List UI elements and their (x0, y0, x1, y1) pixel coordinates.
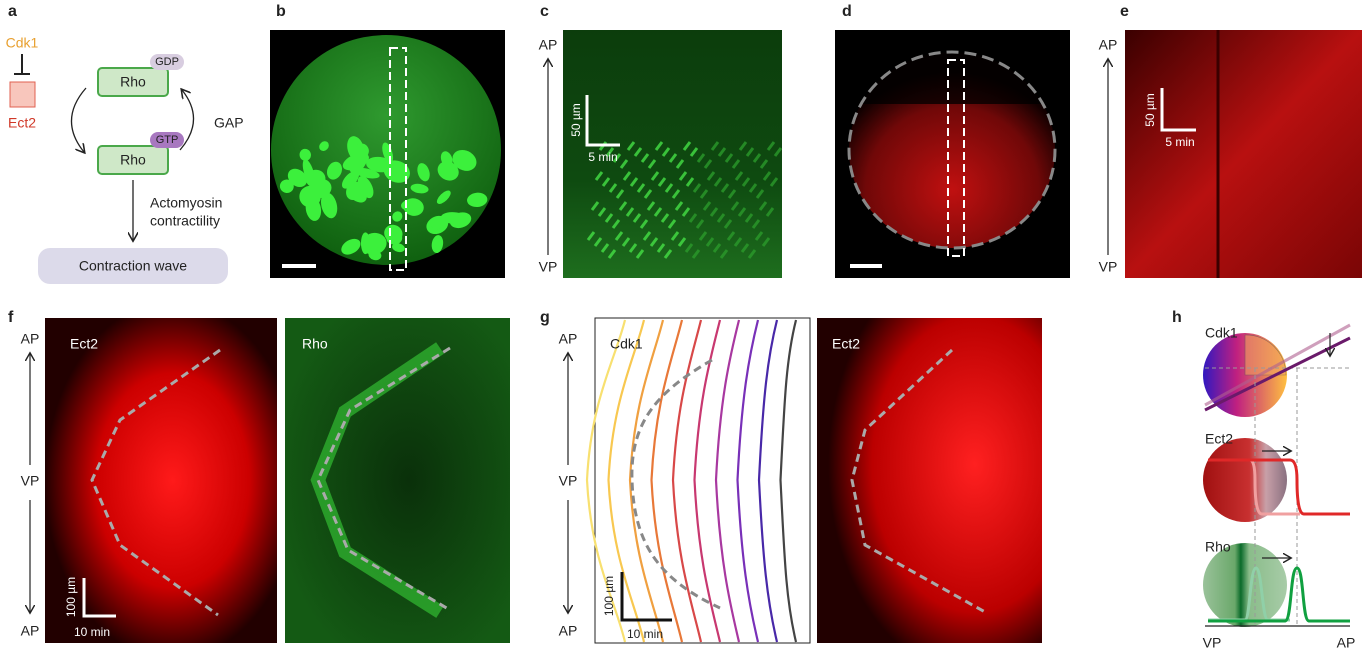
panel-label: a (8, 3, 17, 20)
axis-label: VP (21, 473, 40, 489)
axis-label: AP (1337, 635, 1356, 651)
tag-label: GDP (155, 56, 179, 68)
scale-y-label: 50 µm (1143, 93, 1157, 127)
target-label: Ect2 (8, 115, 36, 131)
axis-label: AP (1099, 37, 1118, 53)
axis-label: AP (539, 37, 558, 53)
axis-label: VP (539, 259, 558, 275)
axis-label: AP (559, 331, 578, 347)
scale-y-label: 50 µm (569, 103, 583, 137)
panel-label: f (8, 309, 14, 326)
row-label: Ect2 (1205, 431, 1233, 447)
image-title: Ect2 (832, 336, 860, 352)
panel-label: e (1120, 3, 1129, 20)
panel-label: g (540, 309, 550, 326)
figure: a Cdk1 Ect2 Rho GDP Rho GTP GAP Actomyos… (0, 0, 1362, 655)
axis-label: AP (21, 331, 40, 347)
row-label: Cdk1 (1205, 325, 1238, 341)
inhibitor-label: Cdk1 (6, 35, 39, 51)
arrow-label: Actomyosin (150, 195, 222, 211)
scale-y-label: 100 µm (602, 576, 616, 616)
panel-label: b (276, 3, 286, 20)
axis-label: VP (559, 473, 578, 489)
contour-frame (595, 318, 810, 643)
node-label: Rho (120, 74, 146, 90)
row-label: Rho (1205, 539, 1231, 555)
axis-label: AP (559, 623, 578, 639)
image-title: Rho (302, 336, 328, 352)
arrow-label: contractility (150, 213, 220, 229)
scale-x-label: 5 min (588, 150, 617, 164)
scale-x-label: 10 min (74, 625, 110, 639)
scale-x-label: 5 min (1165, 135, 1194, 149)
node-label: Rho (120, 152, 146, 168)
axis-label: VP (1203, 635, 1222, 651)
scale-x-label: 10 min (627, 627, 663, 641)
output-label: Contraction wave (79, 258, 187, 274)
image-title: Cdk1 (610, 336, 643, 352)
image-title: Ect2 (70, 336, 98, 352)
axis-label: AP (21, 623, 40, 639)
scale-y-label: 100 µm (64, 577, 78, 617)
panel-label: h (1172, 309, 1182, 326)
rho-sphere (1203, 543, 1287, 627)
activation-arrow (71, 88, 86, 152)
kymograph-image (1125, 30, 1362, 278)
axis-label: VP (1099, 259, 1118, 275)
ect2-kymograph (45, 318, 277, 643)
panel-label: c (540, 3, 549, 20)
ect2-box (10, 82, 35, 107)
sphere-cutaway (1245, 335, 1286, 375)
panel-label: d (842, 3, 852, 20)
tag-label: GTP (156, 134, 179, 146)
gap-label: GAP (214, 115, 244, 131)
